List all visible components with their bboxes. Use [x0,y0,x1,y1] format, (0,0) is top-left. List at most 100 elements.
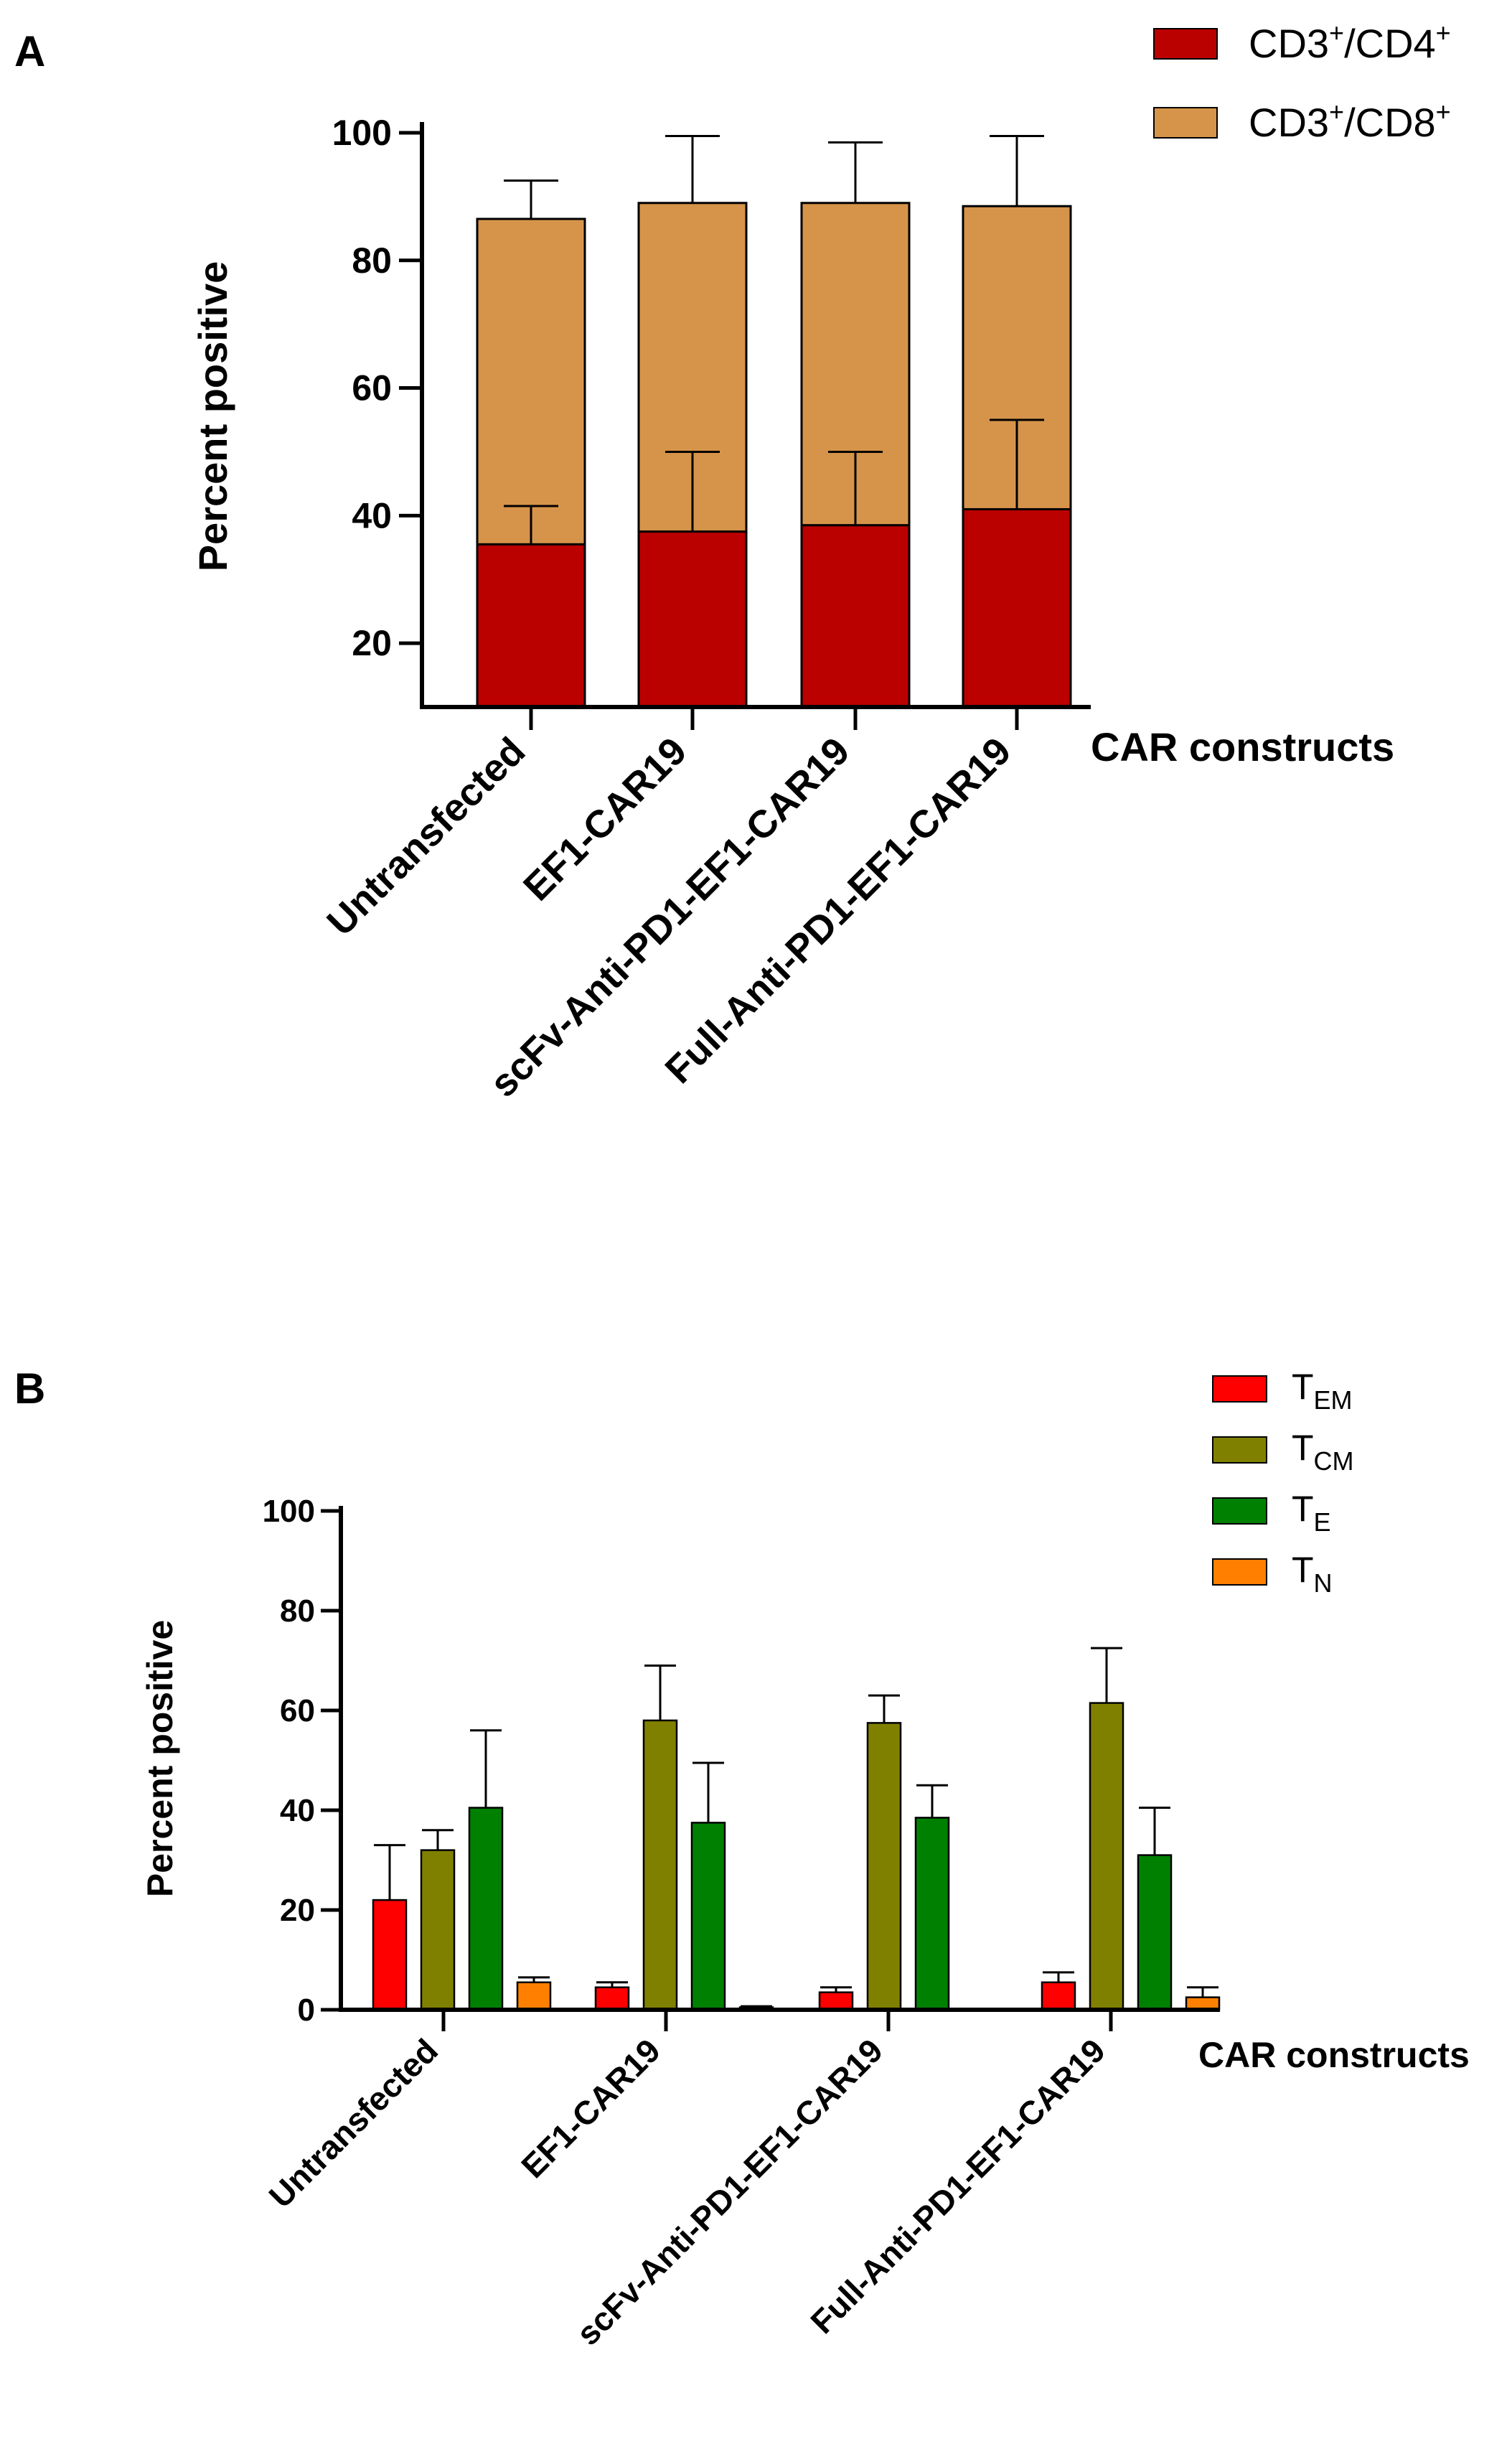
error-bar-te-untransfected [470,1729,502,1808]
y-tick-label-60: 60 [280,1693,315,1728]
panel-b-x-categories: Untransfected EF1-CAR19scFv-Anti-PD1-EF1-… [262,2010,1113,2352]
y-tick-label-40: 40 [352,495,392,535]
legend-swatch-tn [1212,1558,1267,1586]
error-bar-tn-full-anti-pd1-ef1-car19 [1187,1986,1218,1998]
error-bar-tcm-scfv-anti-pd1-ef1-car19 [868,1694,900,1723]
panel-a-chart: A 20 40 60 80 100 UntransfectedEF1-CAR19scFv… [14,18,1451,1105]
bar-tcm-ef1-car19 [642,1719,678,2011]
bar-tem-ef1-car19 [594,1986,630,2011]
bar-te-untransfected [468,1807,504,2011]
error-bar-cd3-cd8-untransfected [504,179,558,219]
bar-te-ef1-car19 [690,1822,726,2011]
legend-label-cd3-cd8: CD3+/CD8+ [1249,97,1451,145]
bar-tem-untransfected [372,1899,408,2011]
legend-item-te: TE [1212,1489,1331,1537]
panel-a-label: A [14,27,45,75]
legend-label-sup: + [1436,18,1451,47]
panel-b-axes [339,1506,1220,2012]
legend-label-tem: TEM [1292,1367,1353,1415]
legend-label-part: T [1292,1489,1314,1529]
panel-b-label: B [14,1364,45,1413]
error-bar-tem-scfv-anti-pd1-ef1-car19 [820,1986,852,1993]
legend-label-te: TE [1292,1489,1331,1537]
bar-cd3-cd4-ef1-car19 [637,530,748,708]
bar-cd3-cd4-scfv-anti-pd1-ef1-car19 [800,524,911,708]
error-bar-tem-ef1-car19 [596,1981,628,1988]
legend-label-part: T [1292,1550,1314,1590]
panel-a-y-ticks: 20 40 60 80 100 [332,113,422,663]
error-bar-tcm-ef1-car19 [644,1664,676,1721]
legend-item-tem: TEM [1212,1367,1353,1415]
panel-a-x-categories: UntransfectedEF1-CAR19scFv-Anti-PD1-EF1-… [319,707,1019,1105]
error-bar-cd3-cd8-ef1-car19 [665,134,720,203]
legend-label-sub: CM [1314,1446,1354,1476]
bar-tem-scfv-anti-pd1-ef1-car19 [818,1991,854,2011]
error-bar-cd3-cd8-full-anti-pd1-ef1-car19 [990,134,1044,207]
error-bar-cd3-cd8-scfv-anti-pd1-ef1-car19 [828,141,883,203]
legend-label-sup: + [1329,97,1344,126]
error-bar-tcm-untransfected [422,1829,454,1850]
bar-cd3-cd8-untransfected [476,217,586,546]
legend-label-part: T [1292,1367,1314,1407]
panel-a-legend: CD3+/CD4+CD3+/CD8+ [1153,18,1451,145]
x-tick-label-untransfected: Untransfected [262,2031,445,2214]
legend-label-sup: + [1329,18,1344,47]
x-tick-label-full-anti-pd1-ef1-car19: Full-Anti-PD1-EF1-CAR19 [657,729,1020,1092]
legend-item-cd3-cd8: CD3+/CD8+ [1153,97,1451,145]
legend-label-part: /CD8 [1344,100,1436,145]
error-bar-tn-ef1-car19 [741,2005,772,2008]
bar-cd3-cd4-untransfected [476,543,586,708]
y-tick-label-100: 100 [332,113,392,153]
error-bar-tn-untransfected [518,1976,550,1982]
y-tick-label-20: 20 [280,1893,315,1928]
legend-swatch-tem [1212,1375,1267,1403]
legend-label-cd3-cd4: CD3+/CD4+ [1249,18,1451,66]
panel-b-bars [372,1702,1221,2011]
y-tick-label-60: 60 [352,368,392,408]
legend-label-tn: TN [1292,1550,1333,1598]
legend-label-part: CD3 [1249,100,1329,145]
bar-te-full-anti-pd1-ef1-car19 [1137,1854,1173,2011]
error-bar-te-scfv-anti-pd1-ef1-car19 [916,1784,948,1818]
bar-tcm-scfv-anti-pd1-ef1-car19 [866,1722,902,2011]
error-bar-te-ef1-car19 [692,1761,724,1823]
bar-tcm-full-anti-pd1-ef1-car19 [1089,1702,1124,2011]
error-bar-cd3-cd4-ef1-car19 [665,450,720,532]
error-bar-te-full-anti-pd1-ef1-car19 [1139,1807,1170,1855]
y-tick-label-20: 20 [352,623,392,663]
bar-tn-untransfected [516,1981,552,2011]
y-tick-label-80: 80 [352,240,392,281]
legend-swatch-tcm [1212,1436,1267,1464]
bar-cd3-cd4-full-anti-pd1-ef1-car19 [962,507,1072,708]
legend-item-tcm: TCM [1212,1428,1354,1476]
legend-label-part: T [1292,1428,1314,1468]
error-bar-tem-untransfected [374,1844,405,1901]
bar-tcm-untransfected [420,1849,456,2011]
panel-a-bars [476,202,1072,708]
legend-swatch-cd3-cd8 [1153,107,1218,139]
legend-swatch-cd3-cd4 [1153,28,1218,60]
legend-label-sub: N [1314,1568,1333,1598]
legend-label-part: /CD4 [1344,21,1436,66]
panel-b-x-axis-label: CAR constructs [1198,2035,1470,2075]
legend-label-sub: E [1314,1507,1331,1537]
error-bar-tem-full-anti-pd1-ef1-car19 [1043,1971,1074,1982]
error-bar-cd3-cd4-full-anti-pd1-ef1-car19 [990,418,1044,510]
legend-label-part: CD3 [1249,21,1329,66]
legend-item-tn: TN [1212,1550,1333,1598]
y-tick-label-40: 40 [280,1793,315,1828]
panel-a-y-axis-label: Percent positive [190,261,235,572]
panel-b-y-ticks: 0 20 40 60 80 100 [263,1494,341,2028]
panel-a-error-bars [504,134,1044,545]
panel-a-x-axis-label: CAR constructs [1091,724,1394,769]
panel-b-error-bars [374,1647,1218,2008]
x-tick-label-ef1-car19: EF1-CAR19 [515,729,695,909]
x-tick-label-untransfected: Untransfected [319,729,533,944]
error-bar-tcm-full-anti-pd1-ef1-car19 [1091,1647,1122,1703]
bar-tem-full-anti-pd1-ef1-car19 [1041,1981,1076,2011]
legend-label-sup: + [1436,97,1451,126]
y-tick-label-0: 0 [298,1993,315,2028]
error-bar-cd3-cd4-scfv-anti-pd1-ef1-car19 [828,450,883,525]
